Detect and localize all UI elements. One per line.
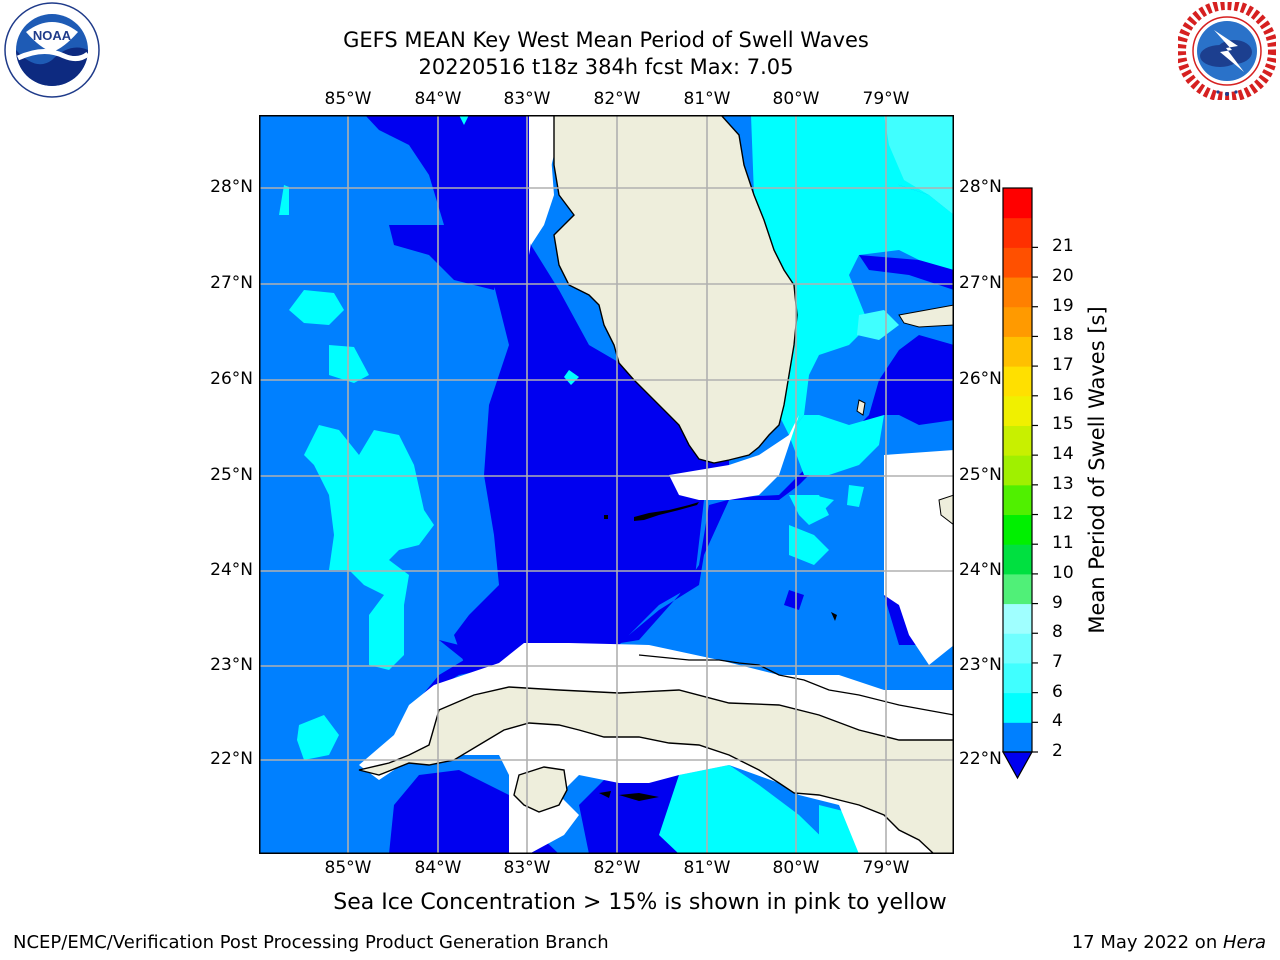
lon-label-bottom: 83°W: [503, 858, 551, 878]
colorbar-segment: [1003, 217, 1032, 248]
colorbar-segment: [1003, 188, 1032, 219]
footer-host: Hera: [1222, 932, 1266, 953]
lat-label-left: 26°N: [210, 369, 253, 389]
colorbar-segment: [1003, 306, 1032, 337]
colorbar-tick-label: 13: [1052, 473, 1074, 494]
lon-label-bottom: 81°W: [683, 858, 731, 878]
lat-label-right: 23°N: [959, 655, 1002, 675]
colorbar-tick-label: 16: [1052, 384, 1074, 405]
colorbar-tick-label: 14: [1052, 444, 1074, 465]
colorbar-segment: [1003, 484, 1032, 516]
lon-label-bottom: 84°W: [414, 858, 462, 878]
map-gridlines: [259, 115, 954, 854]
florida-keys: [634, 502, 699, 521]
lon-label-top: 82°W: [593, 89, 641, 109]
footer-date: 17 May 2022 on Hera: [1072, 932, 1266, 953]
map-frame: [259, 115, 954, 854]
footer-date-text: 17 May 2022 on: [1071, 932, 1223, 953]
colorbar-tick-label: 4: [1052, 711, 1063, 732]
colorbar-tick-label: 2: [1052, 741, 1063, 761]
lat-label-right: 27°N: [959, 273, 1002, 293]
colorbar-segment: [1003, 633, 1032, 664]
lat-label-right: 24°N: [959, 560, 1002, 580]
colorbar-tick-label: 7: [1052, 651, 1063, 672]
colorbar-tick-label: 10: [1052, 562, 1074, 583]
colorbar-tick-label: 18: [1052, 325, 1074, 346]
lat-label-right: 25°N: [959, 465, 1002, 485]
colorbar-segment: [1003, 395, 1032, 426]
map-title-line2: 20220516 t18z 384h fcst Max: 7.05: [418, 55, 794, 79]
colorbar: [1001, 187, 1038, 780]
colorbar-segment: [1003, 662, 1032, 694]
florida-land: [553, 115, 798, 464]
colorbar-tick-label: 9: [1052, 592, 1063, 613]
lat-label-left: 25°N: [210, 465, 253, 485]
colorbar-segment: [1003, 573, 1032, 605]
colorbar-segment: [1003, 514, 1032, 545]
lon-label-top: 79°W: [862, 89, 910, 109]
lon-label-bottom: 85°W: [324, 858, 372, 878]
lon-label-top: 80°W: [772, 89, 820, 109]
colorbar-segment: [1003, 722, 1032, 753]
colorbar-tick-label: 15: [1052, 414, 1074, 435]
map-title-line1: GEFS MEAN Key West Mean Period of Swell …: [343, 28, 869, 52]
colorbar-label: Mean Period of Swell Waves [s]: [1085, 306, 1109, 634]
lat-label-left: 23°N: [210, 655, 253, 675]
colorbar-segment: [1003, 544, 1032, 575]
lat-label-right: 22°N: [959, 749, 1002, 769]
colorbar-tick-label: 6: [1052, 681, 1063, 702]
noaa-logo: NOAA: [4, 2, 100, 98]
lon-label-top: 85°W: [324, 89, 372, 109]
lon-label-top: 81°W: [683, 89, 731, 109]
lon-label-bottom: 80°W: [772, 858, 820, 878]
cuba-land: [358, 686, 954, 854]
lat-label-right: 28°N: [959, 177, 1002, 197]
lat-label-left: 24°N: [210, 560, 253, 580]
colorbar-tick-label: 8: [1052, 622, 1063, 643]
colorbar-tick-label: 19: [1052, 295, 1074, 316]
colorbar-segment: [1003, 366, 1032, 397]
lat-label-left: 28°N: [210, 177, 253, 197]
colorbar-tick-label: 11: [1052, 533, 1074, 554]
lon-label-bottom: 79°W: [862, 858, 910, 878]
lon-label-top: 83°W: [503, 89, 551, 109]
colorbar-segment: [1003, 336, 1032, 367]
colorbar-tick-label: 12: [1052, 503, 1074, 524]
lon-label-bottom: 82°W: [593, 858, 641, 878]
lat-label-left: 27°N: [210, 273, 253, 293]
noaa-logo-text: NOAA: [33, 28, 72, 43]
lon-label-top: 84°W: [414, 89, 462, 109]
colorbar-under-triangle: [1001, 751, 1034, 780]
nws-logo: [1176, 0, 1278, 102]
lat-label-right: 26°N: [959, 369, 1002, 389]
colorbar-segment: [1003, 692, 1032, 723]
footer-credit: NCEP/EMC/Verification Post Processing Pr…: [13, 932, 609, 953]
lat-label-left: 22°N: [210, 749, 253, 769]
colorbar-tick-label: 17: [1052, 355, 1074, 376]
colorbar-segment: [1003, 425, 1032, 456]
colorbar-tick-label: 20: [1052, 266, 1074, 287]
sea-ice-caption: Sea Ice Concentration > 15% is shown in …: [333, 890, 947, 915]
colorbar-tick-label: 21: [1052, 236, 1074, 257]
colorbar-segment: [1003, 247, 1032, 278]
swell-period-map: [259, 115, 954, 854]
colorbar-frame: [1002, 187, 1033, 753]
colorbar-segment: [1003, 277, 1032, 308]
colorbar-segment: [1003, 603, 1032, 634]
colorbar-segment: [1003, 455, 1032, 486]
